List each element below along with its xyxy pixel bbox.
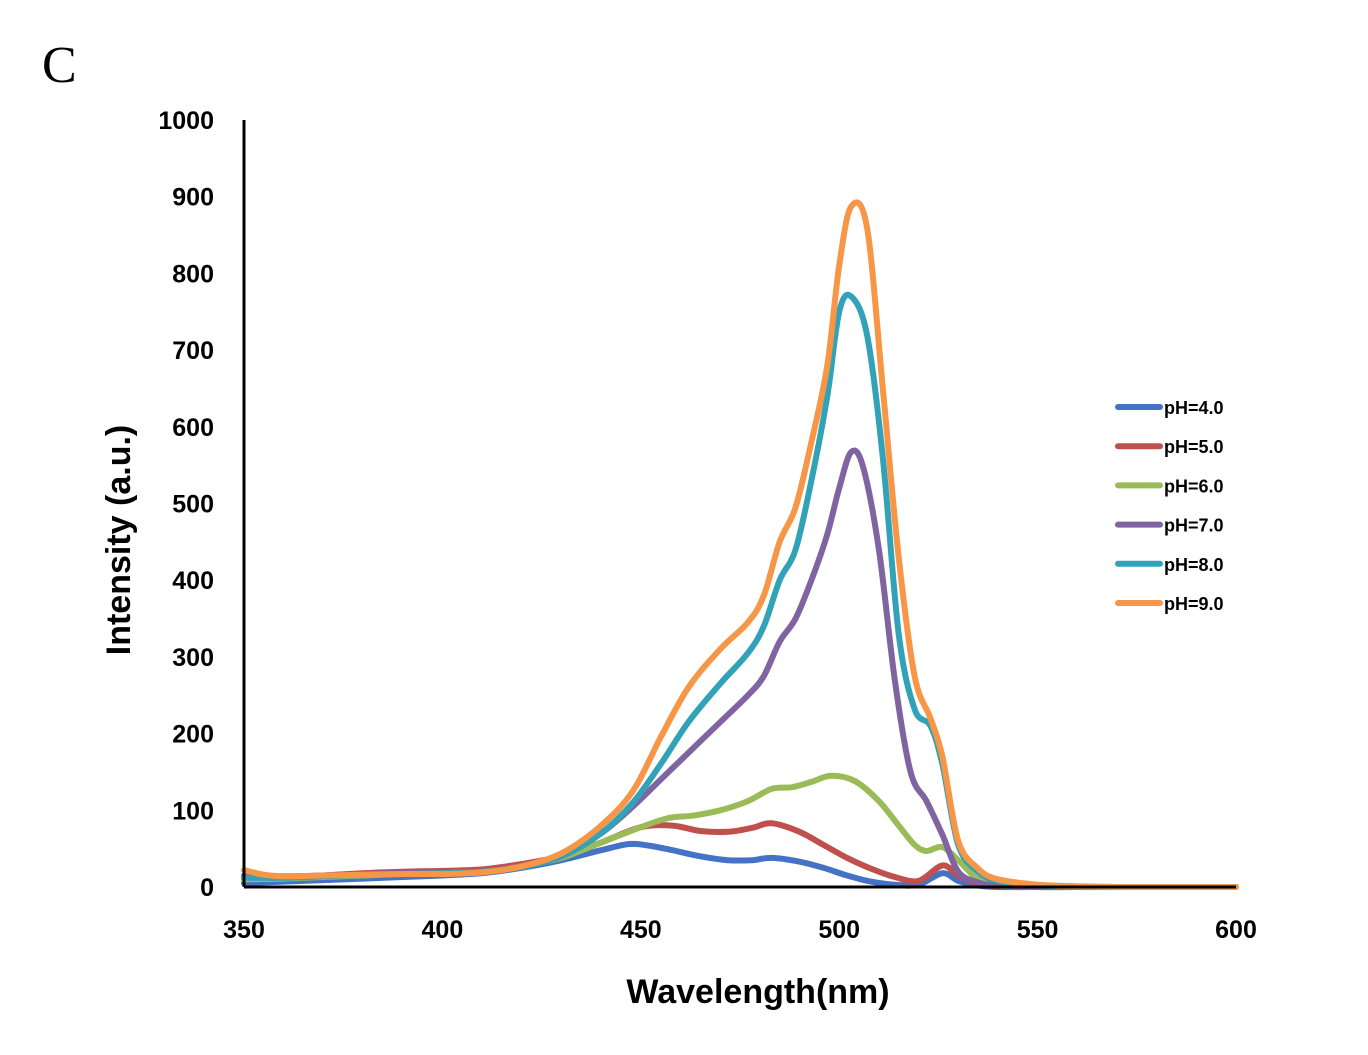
- legend-label: pH=4.0: [1164, 398, 1224, 418]
- x-tick-label: 450: [620, 916, 662, 944]
- y-tick-label: 1000: [158, 107, 214, 135]
- series-layer: [241, 199, 1239, 891]
- y-axis-title: Intensity (a.u.): [100, 425, 138, 655]
- x-tick-label: 600: [1215, 916, 1257, 944]
- series-line-80: [241, 291, 1239, 891]
- x-tick-label: 350: [223, 916, 265, 944]
- legend-label: pH=5.0: [1164, 437, 1224, 457]
- x-axis-title: Wavelength(nm): [626, 973, 889, 1011]
- legend: pH=4.0 pH=5.0 pH=6.0 pH=7.0 pH=8.0 pH=9.0: [1115, 398, 1224, 614]
- y-tick-label: 400: [172, 567, 214, 595]
- y-tick-label: 600: [172, 414, 214, 442]
- x-tick-label: 500: [818, 916, 860, 944]
- series-line-90: [241, 199, 1239, 891]
- x-tick-label: 550: [1017, 916, 1059, 944]
- legend-label: pH=6.0: [1164, 476, 1224, 496]
- legend-label: pH=9.0: [1164, 594, 1224, 614]
- y-tick-label: 900: [172, 184, 214, 212]
- y-tick-label: 100: [172, 797, 214, 825]
- y-tick-labels: 0 100 200 300 400 500 600 700 800 900 1000: [158, 107, 214, 902]
- x-tick-labels: 350 400 450 500 550 600: [223, 916, 1257, 944]
- y-tick-label: 800: [172, 260, 214, 288]
- y-tick-label: 0: [200, 874, 214, 902]
- y-tick-label: 500: [172, 491, 214, 519]
- series-line-40: [241, 840, 1239, 891]
- panel-label: C: [42, 37, 77, 94]
- legend-label: pH=7.0: [1164, 516, 1224, 536]
- legend-label: pH=8.0: [1164, 555, 1224, 575]
- series-line-70: [241, 447, 1239, 891]
- x-tick-label: 400: [422, 916, 464, 944]
- y-tick-label: 700: [172, 337, 214, 365]
- y-tick-label: 200: [172, 721, 214, 749]
- y-tick-label: 300: [172, 644, 214, 672]
